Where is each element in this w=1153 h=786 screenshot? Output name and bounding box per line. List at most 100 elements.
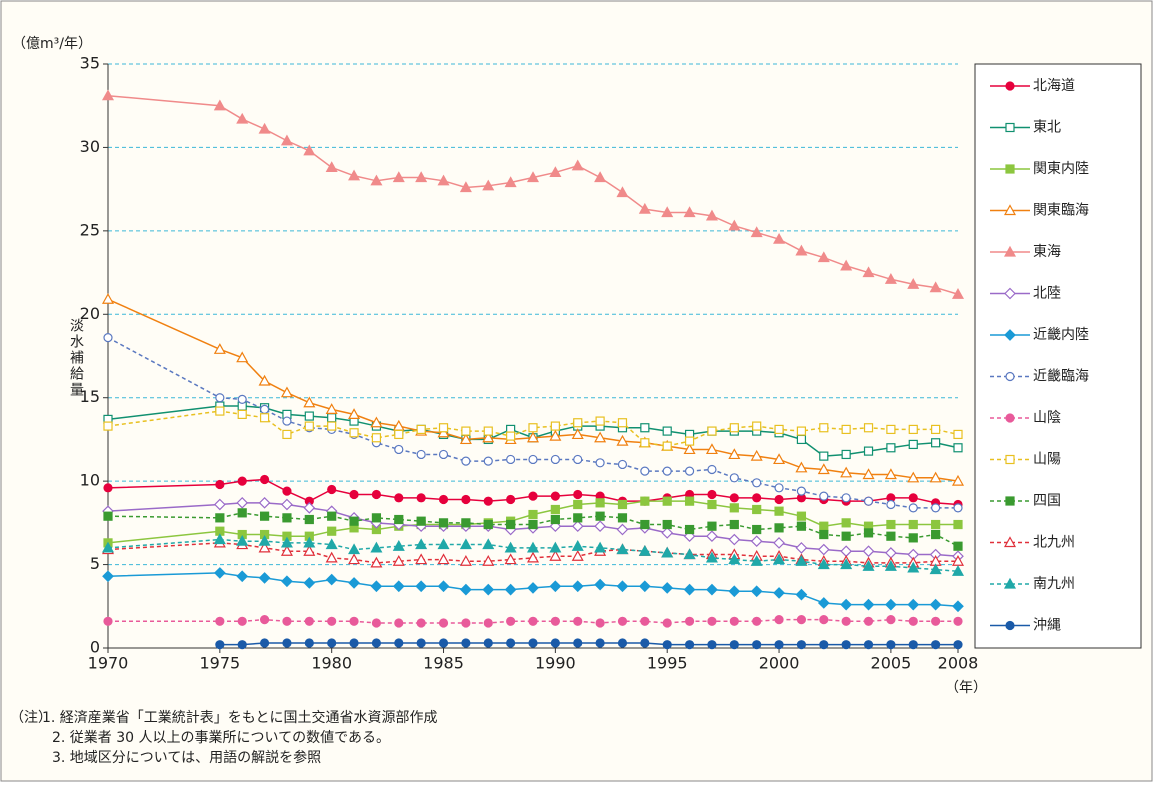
marker <box>416 449 426 460</box>
marker <box>931 503 941 513</box>
marker <box>349 489 359 500</box>
marker <box>750 554 763 566</box>
marker <box>886 424 896 435</box>
marker <box>752 493 762 503</box>
marker <box>684 466 695 476</box>
legend-label: 東北 <box>1033 120 1061 136</box>
y-tick-label: 0 <box>90 638 100 657</box>
marker <box>886 499 896 510</box>
marker <box>258 122 271 134</box>
marker <box>461 618 471 628</box>
marker <box>459 554 472 566</box>
marker <box>526 551 540 563</box>
marker <box>840 466 853 478</box>
marker <box>259 474 270 485</box>
marker <box>506 494 516 505</box>
marker <box>571 580 584 593</box>
marker <box>348 169 361 181</box>
marker <box>526 171 540 183</box>
marker <box>796 434 807 445</box>
marker <box>573 454 583 465</box>
marker <box>282 486 292 496</box>
marker <box>237 476 247 486</box>
marker <box>215 640 225 650</box>
note: 2. 従業者 30 人以上の事業所についての数値である。 <box>52 730 390 746</box>
marker <box>213 343 226 354</box>
marker <box>280 544 293 556</box>
marker <box>349 638 359 648</box>
marker <box>348 543 361 555</box>
note: 1. 経済産業省「工業統計表」をもとに国土交通省水資源部作成 <box>42 709 438 726</box>
marker <box>774 640 784 650</box>
marker <box>661 527 674 539</box>
marker <box>752 504 762 515</box>
marker <box>617 513 628 523</box>
legend-label: 関東内陸 <box>1033 161 1089 177</box>
marker <box>817 251 830 263</box>
marker <box>526 431 540 443</box>
legend-label: 近畿内陸 <box>1033 327 1089 343</box>
marker <box>103 421 113 431</box>
marker <box>616 580 629 593</box>
marker <box>683 583 696 596</box>
marker <box>325 573 338 586</box>
marker <box>327 421 337 431</box>
marker <box>863 640 874 650</box>
legend-label: 南九州 <box>1033 576 1075 592</box>
marker <box>707 616 717 626</box>
legend-marker <box>1004 329 1016 341</box>
marker <box>729 423 739 433</box>
marker <box>438 494 449 505</box>
marker <box>371 489 382 500</box>
marker <box>862 598 875 611</box>
legend-marker <box>1005 164 1015 174</box>
marker <box>662 466 672 476</box>
marker <box>684 640 695 650</box>
note: 3. 地域区分については、用語の解説を参照 <box>52 749 321 766</box>
y-tick-label: 30 <box>80 137 100 156</box>
marker <box>483 426 493 436</box>
marker <box>282 429 292 440</box>
marker <box>550 514 560 525</box>
marker <box>840 598 853 611</box>
legend-label: 北九州 <box>1033 535 1075 551</box>
x-tick-label: 1985 <box>423 654 464 673</box>
marker <box>796 426 807 436</box>
marker <box>929 471 942 483</box>
marker <box>461 518 471 528</box>
marker <box>528 423 538 433</box>
marker <box>595 638 605 648</box>
marker <box>907 561 920 573</box>
marker <box>908 493 918 503</box>
marker <box>595 511 605 521</box>
marker <box>549 580 562 593</box>
marker <box>773 232 786 244</box>
marker <box>728 533 741 546</box>
marker <box>931 640 941 650</box>
marker <box>280 134 293 146</box>
marker <box>819 615 829 625</box>
marker <box>101 89 115 101</box>
marker <box>394 514 404 525</box>
x-tick-label: 1970 <box>88 654 129 673</box>
marker <box>504 176 517 188</box>
marker <box>528 638 538 648</box>
marker <box>795 244 808 256</box>
marker <box>213 498 226 511</box>
marker <box>884 560 897 571</box>
marker <box>683 206 696 218</box>
marker <box>595 498 605 508</box>
marker <box>819 521 829 531</box>
marker <box>237 394 247 404</box>
legend-marker <box>1005 620 1015 631</box>
marker <box>594 171 607 183</box>
marker <box>527 582 539 594</box>
marker <box>640 423 650 433</box>
marker <box>886 640 896 650</box>
marker <box>951 474 965 486</box>
marker <box>482 179 495 191</box>
marker <box>908 439 918 450</box>
marker <box>884 468 897 480</box>
marker <box>482 538 495 550</box>
legend-label: 山陽 <box>1033 452 1061 468</box>
